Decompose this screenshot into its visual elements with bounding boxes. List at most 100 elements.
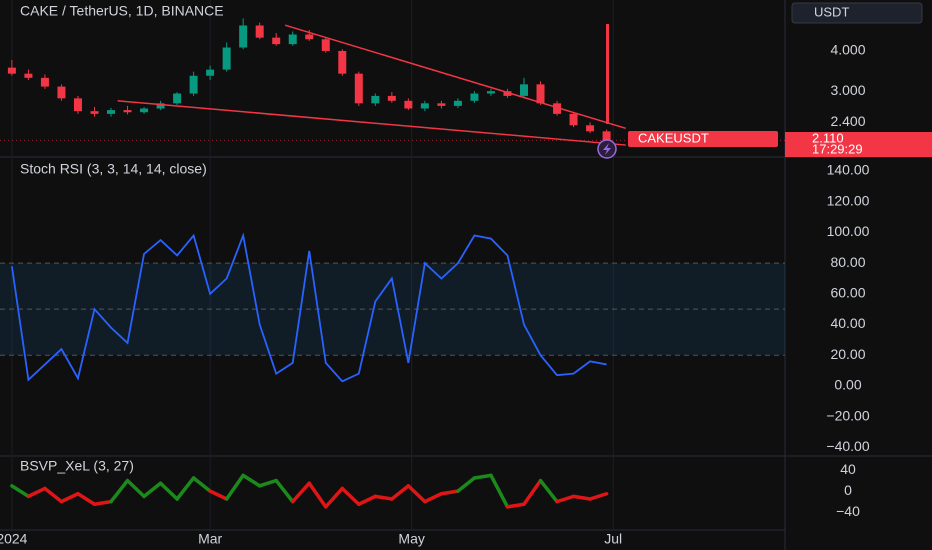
y-tick-label: 80.00: [830, 254, 865, 270]
candle-body: [437, 103, 446, 106]
y-tick-label: 40: [840, 461, 856, 477]
candle-body: [173, 93, 182, 104]
oscillator-segment: [274, 478, 295, 504]
candle-body: [222, 47, 231, 70]
oscillator-segment: [522, 478, 543, 506]
y-tick-label: 4.000: [830, 42, 865, 58]
candle-body: [189, 75, 198, 94]
candle-body: [569, 113, 578, 126]
candle-body: [536, 84, 545, 104]
alert-line: [606, 24, 609, 124]
oscillator-segment: [406, 484, 427, 504]
y-tick-label: 60.00: [830, 285, 865, 301]
candle-body: [107, 110, 116, 114]
oscillator-segment: [257, 478, 278, 488]
oscillator-segment: [324, 486, 345, 509]
oscillator-segment: [26, 486, 47, 499]
oscillator-segment: [390, 484, 411, 501]
oscillator-segment: [373, 494, 394, 501]
x-tick-label: Mar: [198, 531, 222, 547]
candle-body: [288, 34, 297, 45]
candle-body: [305, 34, 314, 40]
indicator-title: BSVP_XeL (3, 27): [20, 458, 134, 474]
y-tick-label: −40.00: [826, 438, 869, 454]
y-tick-label: 20.00: [830, 346, 865, 362]
oscillator-segment: [208, 489, 229, 501]
oscillator-segment: [125, 478, 146, 499]
indicator-title: Stoch RSI (3, 3, 14, 14, close): [20, 161, 207, 177]
candle-body: [73, 98, 82, 112]
oscillator-segment: [588, 491, 609, 501]
currency-label: USDT: [814, 4, 849, 19]
oscillator-segment: [10, 484, 31, 499]
candle-body: [387, 95, 396, 101]
oscillator-segment: [538, 478, 559, 504]
candle-body: [321, 39, 330, 51]
candle-body: [371, 95, 380, 104]
y-tick-label: 0.00: [834, 377, 861, 393]
y-tick-label: 40.00: [830, 315, 865, 331]
oscillator-segment: [489, 473, 510, 509]
candle-body: [239, 25, 248, 48]
oscillator-segment: [191, 476, 212, 493]
y-tick-label: 140.00: [827, 162, 870, 178]
y-tick-label: −40: [836, 503, 860, 519]
chart-title: CAKE / TetherUS, 1D, BINANCE: [20, 3, 224, 19]
oscillator-segment: [175, 476, 196, 501]
trend-line: [284, 24, 626, 130]
oscillator-segment: [224, 473, 245, 501]
x-tick-label: Jul: [604, 531, 622, 547]
oscillator-segment: [439, 489, 460, 496]
price-tag: [785, 132, 932, 157]
oscillator-segment: [423, 491, 444, 504]
x-tick-label: May: [398, 531, 424, 547]
oscillator-segment: [43, 486, 64, 504]
candle-body: [553, 103, 562, 114]
y-tick-label: −20.00: [826, 407, 869, 423]
candle-body: [40, 77, 49, 87]
candle-body: [156, 103, 165, 109]
candle-body: [519, 84, 528, 96]
oscillator-segment: [340, 486, 361, 506]
countdown-label: 17:29:29: [812, 141, 863, 156]
last-price-label: 2.110: [812, 130, 844, 145]
candle-body: [24, 73, 33, 78]
oscillator-segment: [555, 494, 576, 504]
candle-body: [503, 91, 512, 96]
y-tick-label: 100.00: [827, 223, 870, 239]
oscillator-segment: [59, 491, 80, 504]
oscillator-segment: [241, 473, 262, 488]
stoch-line: [11, 232, 607, 383]
oscillator-segment: [290, 481, 311, 504]
y-tick-label: 3.000: [830, 82, 865, 98]
trend-line: [117, 100, 626, 146]
candle-body: [453, 100, 462, 106]
oscillator-segment: [307, 481, 328, 509]
candle-body: [486, 91, 495, 94]
candle-body: [354, 73, 363, 104]
symbol-tag: [628, 131, 778, 147]
candle-body: [57, 86, 66, 99]
candle-body: [7, 67, 16, 74]
oscillator-segment: [571, 494, 592, 501]
candle-body: [272, 37, 281, 45]
candle-body: [338, 50, 347, 74]
oscillator-segment: [456, 476, 477, 493]
y-tick-label: 0: [844, 482, 852, 498]
candle-body: [140, 108, 149, 113]
candle-body: [123, 110, 132, 113]
oscillator-segment: [158, 481, 179, 501]
candle-body: [586, 125, 595, 132]
lightning-icon: [603, 143, 611, 155]
candle-body: [404, 100, 413, 109]
candle-body: [602, 131, 611, 141]
currency-button[interactable]: [791, 2, 923, 24]
oscillator-segment: [357, 494, 378, 506]
oscillator-segment: [109, 478, 130, 504]
oscillator-segment: [505, 502, 526, 509]
candle-body: [255, 25, 264, 38]
candle-body: [420, 103, 429, 109]
symbol-label: CAKEUSDT: [638, 130, 709, 145]
